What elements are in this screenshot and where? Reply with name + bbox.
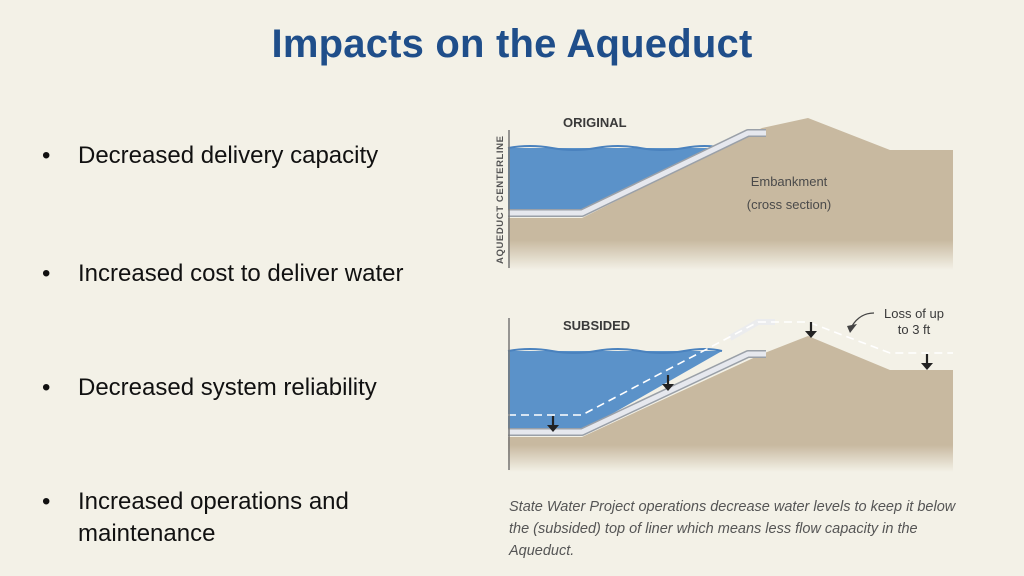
down-arrow-icon: [662, 375, 674, 391]
down-arrow-icon: [547, 416, 559, 432]
down-arrow-icon: [921, 354, 933, 370]
centerline-label: AQUEDUCT CENTERLINE: [495, 135, 506, 264]
aqueduct-cross-section-diagram: AQUEDUCT CENTERLINE ORIGINAL Embankment …: [495, 115, 953, 472]
embankment-label: Embankment: [751, 174, 828, 189]
ground-original: [508, 118, 953, 270]
bullet-item: Decreased system reliability: [42, 372, 482, 404]
embankment-sublabel: (cross section): [747, 197, 832, 212]
original-label: ORIGINAL: [563, 115, 627, 130]
slide-title: Impacts on the Aqueduct: [271, 22, 753, 66]
original-panel: AQUEDUCT CENTERLINE ORIGINAL Embankment …: [495, 115, 953, 270]
ground-subsided: [508, 336, 953, 472]
callout-text-line1: Loss of up: [884, 306, 944, 321]
callout-leader: [851, 312, 875, 327]
bullet-item: Increased cost to deliver water: [42, 258, 482, 290]
bullet-item: Decreased delivery capacity: [42, 140, 482, 172]
diagram-caption: State Water Project operations decrease …: [509, 499, 956, 559]
bullet-item: Increased operations and maintenance: [42, 486, 458, 550]
down-arrow-icon: [805, 322, 817, 338]
water-original: [508, 148, 722, 213]
subsided-panel: Loss of up to 3 ft SUBSIDED: [507, 306, 953, 472]
bullet-list: Decreased delivery capacity Increased co…: [42, 140, 482, 547]
callout-text-line2: to 3 ft: [898, 322, 931, 337]
original-profile-dashed: [508, 321, 953, 416]
callout-arrowhead: [847, 324, 857, 333]
subsided-label: SUBSIDED: [563, 318, 630, 333]
water-subsided: [508, 351, 722, 431]
